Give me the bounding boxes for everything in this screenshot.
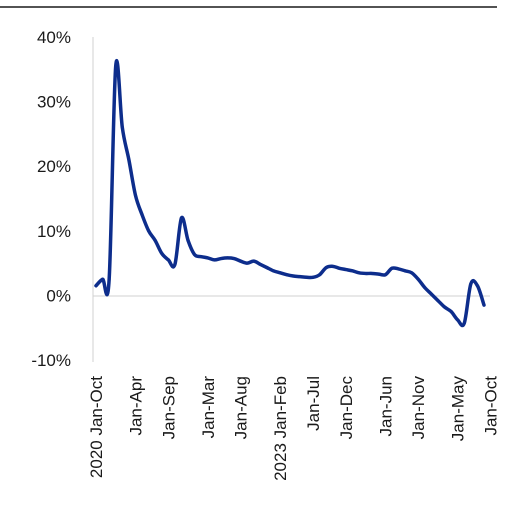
x-tick-label: Jan-Aug xyxy=(232,376,251,439)
data-point xyxy=(383,273,387,277)
data-point xyxy=(199,255,203,259)
data-point xyxy=(311,275,315,279)
data-point xyxy=(344,268,348,272)
data-point xyxy=(226,256,230,260)
data-point xyxy=(397,267,401,271)
series-points xyxy=(94,64,486,325)
data-point xyxy=(390,266,394,270)
data-point xyxy=(166,258,170,262)
y-tick-label: 10% xyxy=(37,222,71,241)
x-tick-label: Jan-Jun xyxy=(376,376,395,436)
x-tick-label: 2020 Jan-Oct xyxy=(87,376,106,478)
x-tick-label: Jan-Sep xyxy=(159,376,178,439)
data-point xyxy=(364,271,368,275)
y-tick-label: 30% xyxy=(37,93,71,112)
data-point xyxy=(370,271,374,275)
data-point xyxy=(212,258,216,262)
x-tick-label: Jan-Dec xyxy=(337,376,356,440)
data-point xyxy=(114,64,118,68)
data-point xyxy=(206,256,210,260)
data-point xyxy=(482,303,486,307)
data-point xyxy=(239,259,243,263)
x-axis-ticks: 2020 Jan-Oct Jan-Apr Jan-Sep Jan-Mar Jan-Aug… xyxy=(87,376,501,481)
data-point xyxy=(304,275,308,279)
data-point xyxy=(133,193,137,197)
data-point xyxy=(475,284,479,288)
data-point xyxy=(120,125,124,129)
data-point xyxy=(337,266,341,270)
x-tick-label: Jan-Nov xyxy=(409,376,428,440)
data-point xyxy=(278,271,282,275)
data-point xyxy=(173,262,177,266)
data-point xyxy=(193,253,197,257)
data-point xyxy=(449,310,453,314)
data-point xyxy=(153,238,157,242)
data-point xyxy=(410,271,414,275)
data-point xyxy=(219,257,223,261)
data-point xyxy=(462,321,466,325)
data-point xyxy=(140,213,144,217)
x-tick-label: Jan-Mar xyxy=(199,376,218,439)
data-point xyxy=(377,272,381,276)
data-point xyxy=(469,282,473,286)
data-point xyxy=(245,261,249,265)
y-tick-label: 0% xyxy=(46,286,71,305)
data-point xyxy=(127,158,131,162)
data-point xyxy=(107,277,111,281)
x-tick-label: 2023 Jan-Feb xyxy=(271,376,290,481)
data-point xyxy=(443,305,447,309)
data-point xyxy=(324,266,328,270)
y-tick-label: 20% xyxy=(37,157,71,176)
data-point xyxy=(147,229,151,233)
data-point xyxy=(350,269,354,273)
data-point xyxy=(272,269,276,273)
data-point xyxy=(416,277,420,281)
data-point xyxy=(258,262,262,266)
data-point xyxy=(357,271,361,275)
data-point xyxy=(403,269,407,273)
data-point xyxy=(252,259,256,263)
y-tick-label: 40% xyxy=(37,28,71,47)
data-point xyxy=(265,266,269,270)
data-point xyxy=(232,257,236,261)
data-point xyxy=(423,286,427,290)
series-line xyxy=(94,59,486,328)
x-tick-label: Jan-May xyxy=(449,376,468,442)
x-tick-label: Jan-Jul xyxy=(304,376,323,431)
data-point xyxy=(318,273,322,277)
x-tick-label: Jan-Apr xyxy=(126,376,145,436)
data-point xyxy=(331,264,335,268)
data-point xyxy=(160,251,164,255)
data-point xyxy=(285,273,289,277)
data-point xyxy=(101,277,105,281)
data-point xyxy=(429,292,433,296)
data-point xyxy=(186,238,190,242)
data-point xyxy=(94,284,98,288)
x-tick-label: Jan-Oct xyxy=(482,376,501,436)
data-point xyxy=(436,299,440,303)
y-tick-label: -10% xyxy=(31,351,71,370)
data-point xyxy=(456,318,460,322)
data-point xyxy=(291,274,295,278)
data-point xyxy=(179,216,183,220)
data-point xyxy=(298,275,302,279)
y-axis-ticks: 40% 30% 20% 10% 0% -10% xyxy=(31,28,71,370)
